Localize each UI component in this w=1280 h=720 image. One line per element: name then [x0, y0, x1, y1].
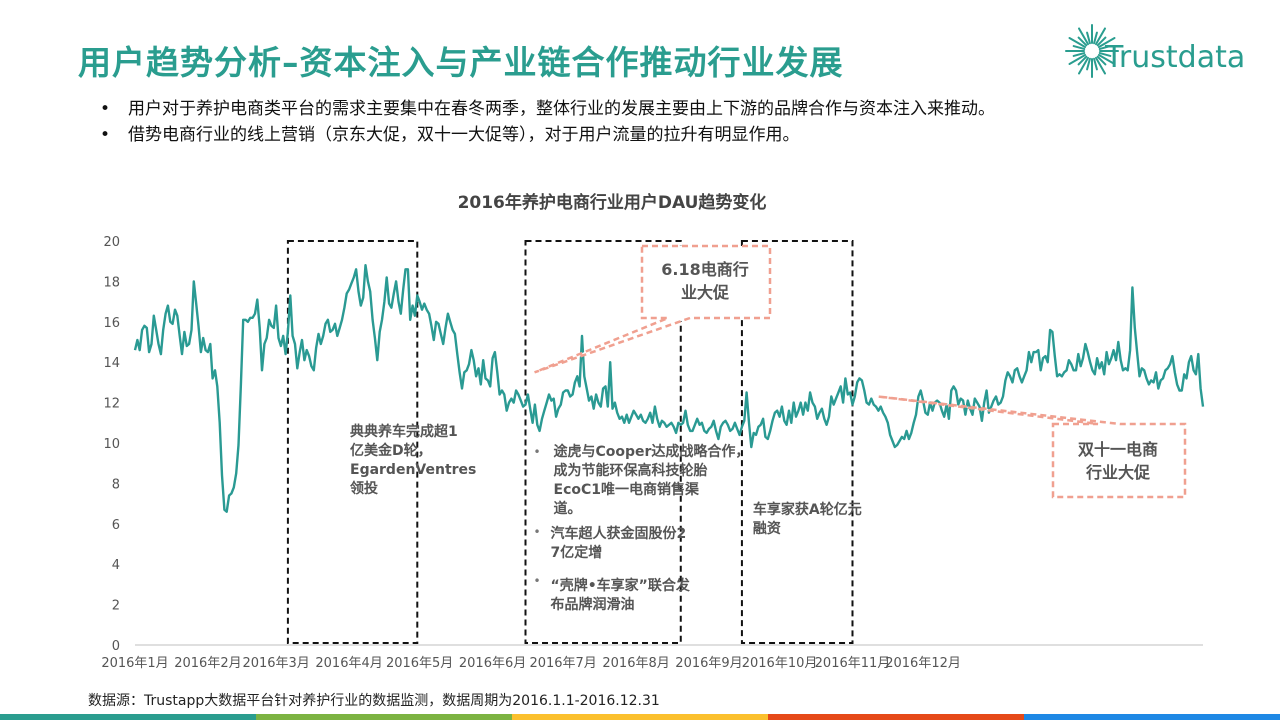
logo-ray — [1098, 45, 1112, 50]
event-text: 融资 — [753, 520, 781, 537]
event-text: 成为节能环保高科技轮胎 — [554, 462, 708, 479]
logo-ray — [1097, 37, 1116, 48]
footer-segment — [1024, 714, 1280, 720]
event-text: 7亿定增 — [551, 544, 603, 561]
event-text: 途虎与Cooper达成战略合作， — [554, 443, 750, 460]
logo-ray — [1097, 54, 1116, 65]
x-tick-label: 2016年9月 — [675, 656, 742, 671]
footer-segment — [0, 714, 256, 720]
y-tick-label: 2 — [112, 599, 120, 614]
logo-ray — [1078, 56, 1089, 75]
event-box — [740, 240, 854, 644]
x-tick-label: 2016年12月 — [885, 656, 961, 671]
x-tick-label: 2016年3月 — [242, 656, 309, 671]
event-bullet: • — [534, 574, 541, 588]
callout-text: 行业大促 — [1085, 463, 1151, 482]
bullet-dot: • — [100, 99, 111, 119]
event-text: EcoC1唯一电商销售渠 — [554, 481, 700, 498]
bullet-text: 借势电商行业的线上营销（京东大促，双十一大促等），对于用户流量的拉升有明显作用。 — [128, 125, 800, 145]
event-text: 亿美金D轮， — [350, 442, 432, 459]
event-text: 典典养车完成超1 — [350, 423, 458, 440]
bullet-item: • 用户对于养护电商类平台的需求主要集中在春冬两季，整体行业的发展主要由上下游的品… — [100, 96, 995, 122]
footer-segment — [256, 714, 512, 720]
x-tick-label: 2016年10月 — [742, 656, 818, 671]
logo-ray — [1086, 57, 1091, 71]
chart-title: 2016年养护电商行业用户DAU趋势变化 — [458, 192, 767, 213]
callout-1111 — [877, 395, 1187, 499]
y-tick-label: 16 — [103, 316, 120, 331]
y-tick-label: 10 — [103, 437, 120, 452]
logo-ray — [1086, 31, 1091, 45]
logo-ray — [1072, 45, 1086, 50]
logo-ray — [1096, 55, 1107, 66]
y-tick-label: 20 — [103, 235, 120, 250]
event-text: 领投 — [350, 480, 378, 497]
y-tick-label: 0 — [112, 639, 120, 654]
callout-618 — [534, 244, 772, 374]
y-tick-label: 4 — [112, 558, 120, 573]
event-bullet: • — [534, 525, 541, 539]
y-tick-label: 12 — [103, 397, 120, 412]
logo-ray — [1072, 52, 1086, 57]
event-text: EgardenVentres — [350, 462, 476, 478]
logo-ray — [1096, 36, 1107, 47]
bullet-list: • 用户对于养护电商类平台的需求主要集中在春冬两季，整体行业的发展主要由上下游的品… — [100, 96, 995, 148]
y-tick-label: 14 — [103, 356, 120, 371]
footer-segment — [512, 714, 768, 720]
callout-text: 业大促 — [681, 283, 730, 302]
event-text: 汽车超人获金固股份2 — [551, 525, 687, 542]
logo-text: Trustdata — [1105, 40, 1246, 75]
logo-ray — [1077, 36, 1088, 47]
bullet-text: 用户对于养护电商类平台的需求主要集中在春冬两季，整体行业的发展主要由上下游的品牌… — [128, 99, 995, 119]
event-box — [524, 240, 682, 644]
x-tick-label: 2016年8月 — [602, 656, 669, 671]
x-tick-label: 2016年11月 — [815, 656, 891, 671]
y-tick-label: 8 — [112, 477, 120, 492]
dau-series-line — [133, 264, 1205, 513]
trustdata-logo — [1065, 24, 1119, 78]
x-tick-label: 2016年7月 — [529, 656, 596, 671]
logo-ray — [1095, 27, 1106, 46]
event-text: 道。 — [554, 500, 582, 517]
x-tick-label: 2016年6月 — [459, 656, 526, 671]
logo-ray — [1095, 56, 1106, 75]
event-text: 车享家获A轮亿元 — [753, 501, 862, 518]
logo-ray — [1068, 37, 1087, 48]
logo-ray — [1093, 57, 1098, 71]
logo-sun-icon — [1065, 24, 1119, 78]
page-title: 用户趋势分析–资本注入与产业链合作推动行业发展 — [78, 43, 844, 82]
logo-ray — [1098, 52, 1112, 57]
x-tick-label: 2016年2月 — [174, 656, 241, 671]
footer-segment — [768, 714, 1024, 720]
bullet-dot: • — [100, 125, 111, 145]
y-tick-label: 18 — [103, 275, 120, 290]
event-text: “壳牌•车享家”联合发 — [551, 577, 691, 594]
bullet-item: • 借势电商行业的线上营销（京东大促，双十一大促等），对于用户流量的拉升有明显作用… — [100, 122, 995, 148]
logo-ray — [1068, 54, 1087, 65]
footer-color-bar — [0, 714, 1280, 720]
x-tick-label: 2016年5月 — [386, 656, 453, 671]
x-tick-label: 2016年1月 — [101, 656, 168, 671]
logo-ray — [1093, 31, 1098, 45]
y-tick-label: 6 — [112, 518, 120, 533]
callout-text: 双十一电商 — [1078, 440, 1158, 459]
event-box — [286, 240, 419, 644]
callout-text: 6.18电商行 — [661, 260, 748, 279]
x-tick-label: 2016年4月 — [315, 656, 382, 671]
logo-ray — [1078, 27, 1089, 46]
event-bullet: • — [534, 445, 541, 459]
event-text: 布品牌润滑油 — [551, 596, 635, 613]
logo-ray — [1077, 55, 1088, 66]
data-source-note: 数据源：Trustapp大数据平台针对养护行业的数据监测，数据周期为2016.1… — [88, 693, 660, 709]
